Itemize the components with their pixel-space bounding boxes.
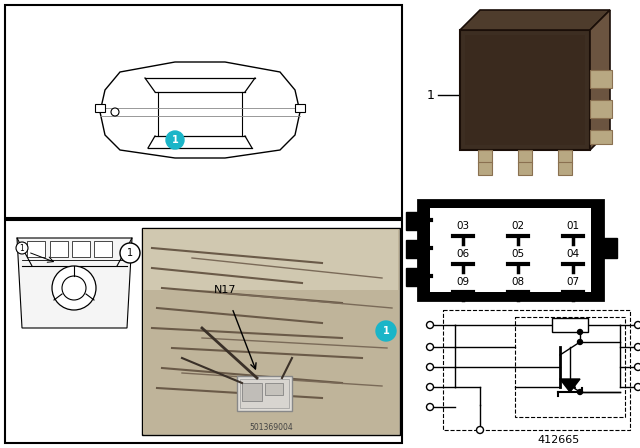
Bar bbox=[72, 241, 90, 257]
Text: 1: 1 bbox=[383, 326, 389, 336]
Bar bbox=[590, 70, 612, 88]
Bar bbox=[265, 383, 283, 395]
Text: 07: 07 bbox=[566, 277, 580, 287]
Text: 1: 1 bbox=[172, 135, 179, 145]
Circle shape bbox=[426, 344, 433, 350]
Text: 09: 09 bbox=[456, 277, 470, 287]
Bar bbox=[142, 228, 400, 435]
Bar bbox=[518, 150, 532, 163]
Bar bbox=[518, 162, 532, 175]
Bar bbox=[603, 238, 617, 258]
Circle shape bbox=[166, 131, 184, 149]
Bar bbox=[430, 208, 591, 292]
Circle shape bbox=[111, 108, 119, 116]
Bar bbox=[5, 220, 402, 443]
Polygon shape bbox=[100, 62, 300, 158]
Text: 06: 06 bbox=[456, 249, 470, 259]
Bar bbox=[144, 230, 398, 290]
Text: 1: 1 bbox=[127, 248, 133, 258]
Circle shape bbox=[62, 276, 86, 300]
Circle shape bbox=[426, 404, 433, 410]
Bar bbox=[27, 241, 45, 257]
Bar bbox=[95, 104, 105, 112]
Text: 03: 03 bbox=[456, 221, 470, 231]
Text: 01: 01 bbox=[566, 221, 580, 231]
Bar bbox=[240, 379, 289, 408]
Bar bbox=[465, 35, 585, 145]
Bar bbox=[406, 212, 420, 230]
Bar bbox=[443, 310, 630, 430]
Circle shape bbox=[577, 329, 582, 335]
Circle shape bbox=[634, 322, 640, 328]
Polygon shape bbox=[17, 238, 132, 328]
Circle shape bbox=[426, 383, 433, 391]
Bar bbox=[50, 241, 68, 257]
Bar bbox=[515, 317, 625, 417]
Bar bbox=[558, 150, 572, 163]
Bar bbox=[460, 30, 590, 150]
Circle shape bbox=[477, 426, 483, 434]
Bar bbox=[94, 241, 112, 257]
Bar bbox=[590, 130, 612, 144]
Bar bbox=[478, 150, 492, 163]
Circle shape bbox=[16, 242, 28, 254]
Circle shape bbox=[577, 340, 582, 345]
Text: 04: 04 bbox=[566, 249, 580, 259]
Text: 02: 02 bbox=[511, 221, 525, 231]
Bar bbox=[552, 318, 588, 332]
Bar bbox=[143, 229, 399, 434]
Bar bbox=[237, 376, 292, 411]
Circle shape bbox=[120, 243, 140, 263]
Text: 08: 08 bbox=[511, 277, 525, 287]
Circle shape bbox=[426, 363, 433, 370]
Polygon shape bbox=[560, 379, 580, 392]
Circle shape bbox=[426, 322, 433, 328]
Circle shape bbox=[577, 389, 582, 395]
Circle shape bbox=[376, 321, 396, 341]
Bar bbox=[295, 104, 305, 112]
Circle shape bbox=[634, 344, 640, 350]
Text: 412665: 412665 bbox=[538, 435, 580, 445]
Text: N17: N17 bbox=[214, 285, 237, 295]
Polygon shape bbox=[460, 10, 610, 30]
Polygon shape bbox=[590, 10, 610, 150]
Circle shape bbox=[52, 266, 96, 310]
Circle shape bbox=[634, 383, 640, 391]
Bar bbox=[242, 383, 262, 401]
Text: 05: 05 bbox=[511, 249, 525, 259]
Bar bbox=[590, 100, 612, 118]
Bar bbox=[406, 240, 420, 258]
Text: 1: 1 bbox=[427, 89, 435, 102]
Bar bbox=[558, 162, 572, 175]
Circle shape bbox=[634, 363, 640, 370]
Text: 501369004: 501369004 bbox=[249, 422, 293, 431]
Bar bbox=[478, 162, 492, 175]
Bar bbox=[5, 5, 402, 218]
Text: 1: 1 bbox=[20, 244, 24, 253]
Bar bbox=[418, 200, 603, 300]
Bar bbox=[406, 268, 420, 286]
